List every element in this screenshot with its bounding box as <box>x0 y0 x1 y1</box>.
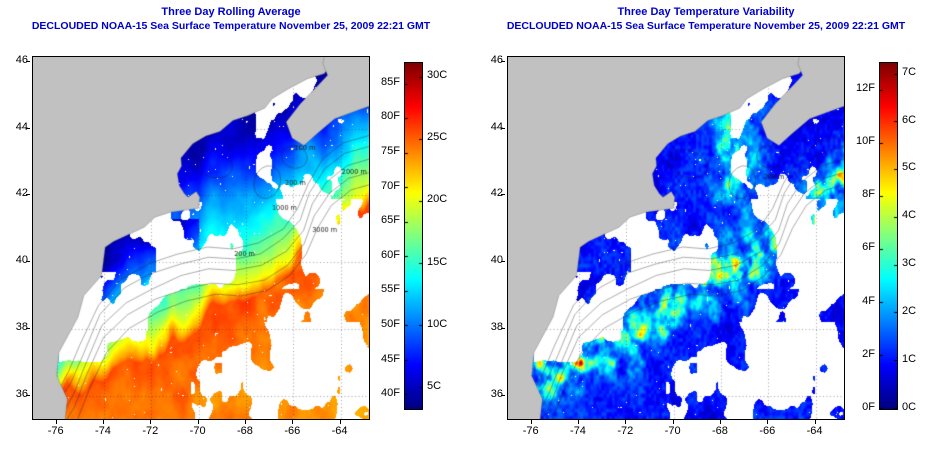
colorbar-f-label: 4F <box>862 294 875 307</box>
colorbar-c-label: 2C <box>902 305 917 318</box>
x-tick-label: -72 <box>617 425 634 437</box>
y-tick-label: 40 <box>490 254 503 267</box>
panel-subtitle: DECLOUDED NOAA-15 Sea Surface Temperatur… <box>31 20 431 32</box>
x-axis-tick <box>720 420 721 424</box>
y-tick-label: 42 <box>490 187 503 200</box>
x-tick-label: -72 <box>142 425 159 437</box>
x-tick-label: -74 <box>570 425 586 437</box>
colorbar-c-label: 20C <box>427 193 448 206</box>
colorbar-f-label: 70F <box>381 179 400 192</box>
x-tick-label: -64 <box>806 425 823 437</box>
y-tick-label: 44 <box>490 120 503 133</box>
y-axis-tick <box>501 194 505 195</box>
x-tick-label: -70 <box>664 425 681 437</box>
colorbar-f-label: 40F <box>381 387 400 400</box>
x-tick-label: -68 <box>712 425 728 437</box>
colorbar-c-label: 6C <box>902 113 917 126</box>
colorbar-c-label: 30C <box>427 68 448 81</box>
y-tick-label: 42 <box>15 187 28 200</box>
y-tick-label: 46 <box>15 54 28 66</box>
colorbar-c-label: 1C <box>902 353 917 366</box>
colorbar-c-label: 5C <box>427 380 442 393</box>
x-axis-tick <box>56 420 57 424</box>
x-tick-label: -68 <box>237 425 253 437</box>
panel-title: Three Day Rolling Average <box>161 6 301 18</box>
x-axis-tick <box>292 420 293 424</box>
x-axis-tick <box>198 420 199 424</box>
colorbar-c-label: 10C <box>427 317 448 330</box>
y-tick-label: 44 <box>15 120 28 133</box>
colorbar-f-label: 80F <box>381 110 400 123</box>
map-frame <box>32 56 370 420</box>
colorbar-c-label: 3C <box>902 257 917 270</box>
variability-panel: Three Day Temperature Variability DECLOU… <box>475 0 950 475</box>
y-tick-label: 46 <box>490 54 503 66</box>
y-axis-tick <box>26 194 30 195</box>
colorbar-f-label: 55F <box>381 283 400 296</box>
colorbar-c-label: 15C <box>427 255 448 268</box>
map-frame <box>507 56 845 420</box>
colorbar-c-label: 7C <box>902 65 917 78</box>
x-axis-tick <box>103 420 104 424</box>
colorbar-f-label: 45F <box>381 352 400 365</box>
y-axis-tick <box>501 261 505 262</box>
x-axis-tick <box>815 420 816 424</box>
x-axis-tick <box>150 420 151 424</box>
x-tick-label: -66 <box>759 425 776 437</box>
y-axis-tick <box>501 128 505 129</box>
variability-colorbar-canvas <box>880 63 897 409</box>
colorbar-f-label: 2F <box>862 347 875 360</box>
x-axis-tick <box>340 420 341 424</box>
y-axis-tick <box>501 395 505 396</box>
colorbar-c-label: 0C <box>902 401 917 413</box>
x-tick-label: -70 <box>189 425 206 437</box>
rolling-average-panel: Three Day Rolling Average DECLOUDED NOAA… <box>15 6 448 437</box>
x-axis-tick <box>673 420 674 424</box>
y-tick-label: 38 <box>15 320 28 333</box>
x-tick-label: -76 <box>47 425 64 437</box>
panel-title: Three Day Temperature Variability <box>617 6 795 18</box>
x-tick-label: -66 <box>284 425 301 437</box>
y-tick-label: 36 <box>15 387 28 400</box>
y-axis-tick <box>26 395 30 396</box>
y-axis-tick <box>26 128 30 129</box>
x-tick-label: -74 <box>95 425 111 437</box>
colorbar-f-label: 8F <box>862 188 875 201</box>
x-axis-tick <box>767 420 768 424</box>
temperature-colorbar-canvas <box>405 63 422 409</box>
y-axis-tick <box>26 328 30 329</box>
panel-subtitle: DECLOUDED NOAA-15 Sea Surface Temperatur… <box>506 20 906 32</box>
y-tick-label: 40 <box>15 254 28 267</box>
y-tick-label: 36 <box>490 387 503 400</box>
sst-rolling-average-map-canvas <box>33 57 369 419</box>
colorbar-f-label: 12F <box>856 81 875 94</box>
colorbar-f-label: 50F <box>381 317 400 330</box>
x-axis-tick <box>625 420 626 424</box>
sst-variability-map-canvas <box>508 57 844 419</box>
x-axis-tick <box>578 420 579 424</box>
x-axis-tick <box>531 420 532 424</box>
colorbar-f-label: 6F <box>862 241 875 254</box>
colorbar-c-label: 25C <box>427 131 448 144</box>
y-axis-tick <box>501 328 505 329</box>
colorbar-f-label: 65F <box>381 214 400 227</box>
colorbar-c-label: 4C <box>902 209 917 222</box>
colorbar-f-label: 0F <box>862 401 875 413</box>
y-tick-label: 38 <box>490 320 503 333</box>
colorbar-c-label: 5C <box>902 161 917 174</box>
colorbar-frame <box>879 62 898 410</box>
x-tick-label: -76 <box>522 425 539 437</box>
x-axis-tick <box>245 420 246 424</box>
colorbar-f-label: 10F <box>856 134 875 147</box>
colorbar-f-label: 60F <box>381 248 400 261</box>
y-axis-tick <box>26 261 30 262</box>
colorbar-f-label: 85F <box>381 75 400 88</box>
y-axis-tick <box>501 61 505 62</box>
colorbar-f-label: 75F <box>381 144 400 157</box>
colorbar-frame <box>404 62 423 410</box>
y-axis-tick <box>26 61 30 62</box>
x-tick-label: -64 <box>331 425 348 437</box>
